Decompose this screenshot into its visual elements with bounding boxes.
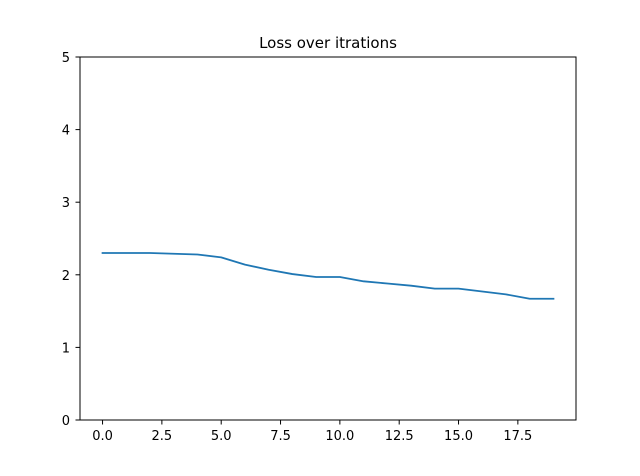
x-tick-label: 10.0 (325, 429, 354, 444)
x-tick-label: 17.5 (503, 429, 532, 444)
y-tick-label: 5 (62, 51, 70, 66)
x-tick-label: 7.5 (270, 429, 291, 444)
x-tick-label: 15.0 (444, 429, 473, 444)
x-tick-label: 5.0 (211, 429, 232, 444)
loss-series-line (101, 252, 555, 300)
x-tick-label: 2.5 (152, 429, 173, 444)
chart-title: Loss over itrations (259, 34, 397, 52)
y-tick-label: 4 (62, 124, 70, 139)
y-tick-label: 3 (62, 196, 70, 211)
series-layer (101, 252, 555, 300)
axes-frame (79, 56, 577, 421)
y-tick-label: 0 (62, 414, 70, 429)
x-axis: 0.0 2.5 5.0 7.5 10.0 12.5 15.0 17.5 (92, 420, 532, 444)
x-tick-label: 0.0 (92, 429, 113, 444)
y-tick-label: 2 (62, 269, 70, 284)
x-tick-label: 12.5 (385, 429, 414, 444)
y-axis: 0 1 2 3 4 5 (62, 51, 80, 429)
y-tick-label: 1 (62, 341, 70, 356)
